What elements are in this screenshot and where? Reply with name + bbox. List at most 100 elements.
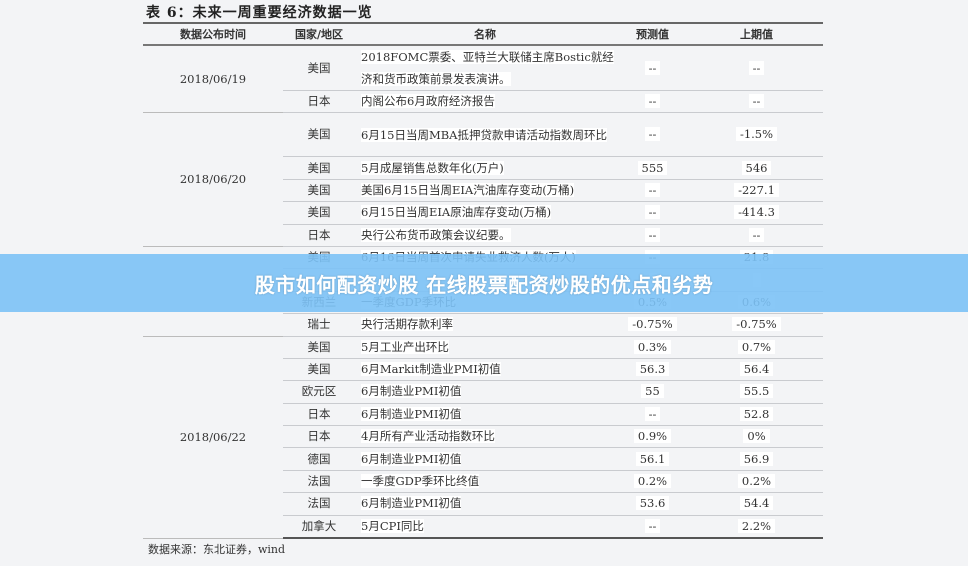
name-cell: 6月制造业PMI初值 [355,380,615,404]
forecast-cell: -- [615,112,690,158]
forecast-cell-text: -- [644,205,661,220]
previous-cell: -0.75% [690,313,823,337]
table-row: 美国 6月15日当周EIA原油库存变动(万桶) -- -414.3 [143,201,823,225]
forecast-cell: -- [615,224,690,247]
banner-text: 股市如何配资炒股 在线股票配资炒股的优点和劣势 [254,272,714,297]
table-title: 表 6：未来一周重要经济数据一览 [146,5,373,21]
name-cell: 5月CPI同比 [355,515,615,540]
header-name: 名称 [355,22,615,46]
name-cell: 4月所有产业活动指数环比 [355,425,615,449]
previous-cell: 55.5 [690,380,823,404]
previous-cell-text: 546 [741,160,772,175]
country-cell-text: 瑞士 [307,317,331,332]
forecast-cell: -- [615,201,690,225]
previous-cell: -- [690,224,823,247]
name-cell-text: 5月CPI同比 [361,518,424,533]
forecast-cell: 56.3 [615,358,690,382]
forecast-cell: -- [615,403,690,427]
table-row: 法国 6月制造业PMI初值 53.6 54.4 [143,492,823,516]
forecast-cell-text: -- [644,127,661,142]
country-cell: 美国 [283,45,355,91]
previous-cell-text: 52.8 [739,406,774,421]
country-cell-text: 欧元区 [301,384,337,399]
previous-cell: 2.2% [690,515,823,540]
name-cell-text: 央行公布货币政策会议纪要。 [361,227,511,242]
table-row: 加拿大 5月CPI同比 -- 2.2% [143,515,823,540]
name-cell: 6月Markit制造业PMI初值 [355,358,615,382]
name-cell: 央行公布货币政策会议纪要。 [355,224,615,247]
country-cell: 日本 [283,425,355,449]
table-row: 日本 内阁公布6月政府经济报告 -- -- [143,90,823,114]
name-cell-text: 6月制造业PMI初值 [361,384,462,399]
table-row: 瑞士 央行活期存款利率 -0.75% -0.75% [143,313,823,337]
forecast-cell-text: 555 [637,160,668,175]
country-cell: 欧元区 [283,380,355,404]
name-cell-text: 内阁公布6月政府经济报告 [361,94,495,109]
forecast-cell: 56.1 [615,447,690,471]
release-date: 2018/06/22 [143,336,283,539]
table-row: 美国 美国6月15日当周EIA汽油库存变动(万桶) -- -227.1 [143,179,823,203]
name-cell-text: 6月15日当周EIA原油库存变动(万桶) [361,205,552,220]
country-cell-text: 德国 [307,451,331,466]
previous-cell-text: -414.3 [734,205,779,220]
country-cell-text: 美国 [307,339,331,354]
forecast-cell: 555 [615,156,690,180]
header-date: 数据公布时间 [143,22,283,46]
forecast-cell: -- [615,45,690,91]
forecast-cell: -- [615,179,690,203]
release-date: 2018/06/19 [143,45,283,114]
previous-cell: 546 [690,156,823,180]
table-header-row: 数据公布时间 国家/地区 名称 预测值 上期值 [143,22,823,46]
previous-cell: -227.1 [690,179,823,203]
previous-cell-text: 0% [743,429,770,444]
name-cell-text: 6月Markit制造业PMI初值 [361,362,501,377]
name-cell-text: 4月所有产业活动指数环比 [361,429,495,444]
forecast-cell: 55 [615,380,690,404]
previous-cell-text: -227.1 [734,182,779,197]
country-cell: 美国 [283,156,355,180]
name-cell: 5月成屋销售总数年化(万户) [355,156,615,180]
previous-cell-text: 2.2% [737,518,776,533]
name-cell-text: 6月制造业PMI初值 [361,451,462,466]
forecast-cell-text: 53.6 [635,496,670,511]
forecast-cell: 0.2% [615,470,690,494]
forecast-cell-text: 56.3 [635,362,670,377]
previous-cell: -- [690,90,823,114]
previous-cell: -1.5% [690,112,823,158]
country-cell-text: 美国 [307,182,331,197]
previous-cell: 56.4 [690,358,823,382]
previous-cell-text: -- [748,60,765,75]
header-forecast: 预测值 [615,22,690,46]
country-cell: 加拿大 [283,515,355,540]
country-cell-text: 法国 [307,474,331,489]
forecast-cell-text: -- [644,60,661,75]
forecast-cell: 0.3% [615,336,690,359]
country-cell-text: 美国 [307,60,331,75]
table-row: 欧元区 6月制造业PMI初值 55 55.5 [143,380,823,404]
country-cell: 瑞士 [283,313,355,337]
previous-cell: -414.3 [690,201,823,225]
table-row: 德国 6月制造业PMI初值 56.1 56.9 [143,447,823,471]
country-cell-text: 日本 [307,94,331,109]
table-row: 日本 央行公布货币政策会议纪要。 -- -- [143,224,823,247]
name-cell: 6月15日当周MBA抵押贷款申请活动指数周环比 [355,112,615,158]
table-row: 2018/06/22 美国 5月工业产出环比 0.3% 0.7% [143,336,823,539]
table-row: 美国 6月Markit制造业PMI初值 56.3 56.4 [143,358,823,382]
country-cell: 美国 [283,336,355,359]
country-cell: 法国 [283,492,355,516]
previous-cell-text: 0.2% [737,474,776,489]
name-cell-text: 美国6月15日当周EIA汽油库存变动(万桶) [361,182,575,197]
country-cell-text: 法国 [307,496,331,511]
country-cell-text: 美国 [307,205,331,220]
title-banner: 股市如何配资炒股 在线股票配资炒股的优点和劣势 [0,254,968,312]
previous-cell: -- [690,45,823,91]
previous-cell-text: 56.4 [739,362,774,377]
country-cell-text: 美国 [307,362,331,377]
country-cell-text: 美国 [307,127,331,142]
previous-cell-text: -- [748,94,765,109]
name-cell: 6月制造业PMI初值 [355,447,615,471]
previous-cell-text: 55.5 [739,384,774,399]
country-cell: 美国 [283,201,355,225]
forecast-cell: 53.6 [615,492,690,516]
name-cell-text: 5月成屋销售总数年化(万户) [361,160,504,175]
